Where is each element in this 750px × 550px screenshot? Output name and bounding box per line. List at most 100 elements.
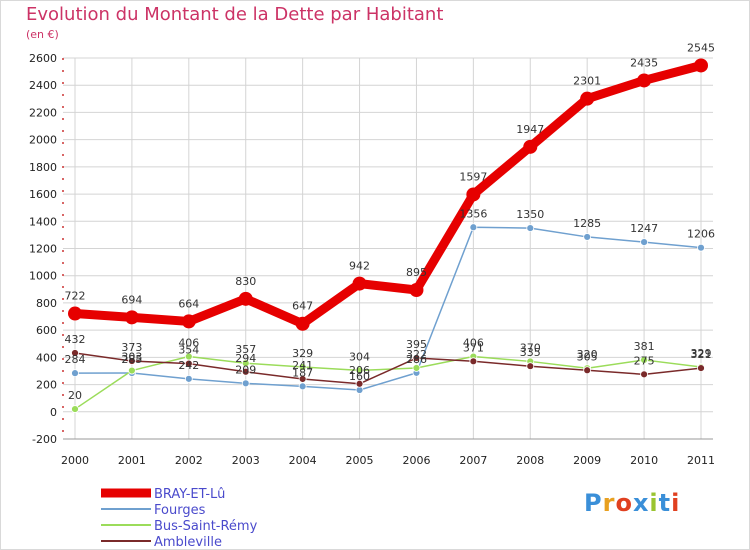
y-tick-label: 800 [36,297,57,310]
x-tick-label: 2004 [289,454,317,467]
y-tick-label: 2000 [29,134,57,147]
logo-letter: P [584,489,603,517]
data-label: 329 [292,347,313,360]
data-label: 1597 [459,170,487,183]
data-point [68,306,82,321]
data-label: 664 [178,297,199,310]
logo-letter: x [632,489,650,517]
data-point [128,357,136,365]
chart-unit: (en €) [26,28,59,41]
x-tick-label: 2002 [175,454,203,467]
data-label: 370 [520,341,541,354]
data-point [469,357,478,366]
data-point [241,367,250,376]
data-label: 406 [463,337,484,350]
logo-letter: t [658,489,672,517]
data-label: 354 [178,344,199,357]
data-label: 284 [65,353,86,366]
y-tick-label: 1000 [29,270,57,283]
data-label: 303 [121,351,142,364]
data-label: 242 [178,359,199,372]
data-label: 320 [577,348,598,361]
data-label: 335 [520,346,541,359]
x-tick-label: 2010 [630,454,658,467]
data-point [526,224,535,232]
data-point [526,362,535,371]
data-label: 160 [349,370,370,383]
data-label: 1350 [516,208,544,221]
x-tick-label: 2001 [118,454,146,467]
data-label: 2435 [630,56,658,69]
x-tick-label: 2000 [61,454,89,467]
data-point [298,363,307,371]
logo-letter: o [615,489,633,517]
logo-letter: i [671,489,681,517]
data-label: 322 [406,348,427,361]
legend-label: Ambleville [154,535,222,550]
x-tick-label: 2011 [687,454,715,467]
y-tick-label: 1200 [29,243,57,256]
legend-label: Bus-Saint-Rémy [154,519,258,534]
y-tick-label: -200 [32,433,57,446]
x-tick-label: 2007 [459,454,487,467]
data-point [71,405,79,413]
legend-label: Fourges [154,503,206,518]
proxiti-logo: Proxiti [584,489,680,517]
data-point [697,364,705,373]
data-label: 1285 [573,217,601,230]
data-label: 304 [349,350,370,363]
x-tick-label: 2006 [402,454,430,467]
data-label: 381 [634,340,655,353]
data-point [355,366,364,375]
data-point [295,316,310,331]
data-label: 694 [121,293,142,306]
y-tick-label: 0 [50,406,57,419]
data-point [409,283,424,298]
data-point [523,139,538,154]
data-label: 187 [292,366,313,379]
data-label: 321 [691,348,712,361]
y-tick-label: 1800 [29,161,57,174]
data-point [181,314,196,329]
logo-letter: r [602,489,616,517]
data-label: 1247 [630,222,658,235]
x-tick-label: 2009 [573,454,601,467]
data-label: 241 [292,359,313,372]
data-label: 432 [65,333,86,346]
data-point [697,243,705,252]
y-tick-label: 2400 [29,79,57,92]
data-point [469,223,478,232]
data-point [124,310,139,325]
x-tick-label: 2008 [516,454,544,467]
legend-label: BRAY-ET-Lû [154,487,225,502]
data-label: 373 [121,341,142,354]
data-label: 209 [235,363,256,376]
data-point [71,349,79,357]
y-tick-label: 2600 [29,52,57,65]
data-label: 895 [406,266,427,279]
y-tick-label: 2200 [29,106,57,119]
data-point [640,356,648,364]
data-point [355,379,364,388]
data-point [466,187,481,202]
series-line [74,226,702,391]
data-point [241,359,250,368]
data-point [583,366,592,375]
data-label: 305 [577,350,598,363]
data-point [412,354,421,362]
y-tick-label: 400 [36,351,57,364]
data-point [241,379,250,388]
data-point [412,364,421,372]
data-point [640,238,648,247]
data-label: 285 [121,353,142,366]
data-point [184,374,193,383]
data-point [71,369,79,378]
data-label: 286 [406,353,427,366]
data-label: 329 [691,347,712,360]
series-line [74,355,702,410]
y-tick-label: 600 [36,324,57,337]
data-point [298,375,307,383]
data-label: 722 [65,290,86,303]
data-label: 830 [235,275,256,288]
